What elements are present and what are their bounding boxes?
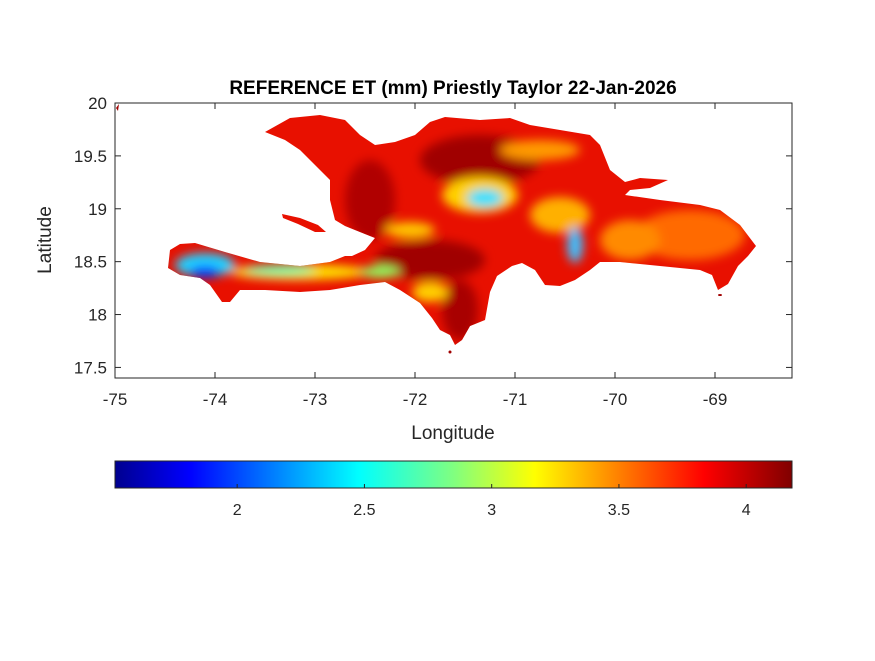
colorbar-tick-label: 4 bbox=[742, 502, 751, 519]
x-axis: -75 -74 -73 -72 -71 -70 -69 bbox=[103, 103, 728, 409]
x-tick-label: -70 bbox=[603, 390, 628, 409]
x-tick-label: -71 bbox=[503, 390, 528, 409]
y-tick-label: 17.5 bbox=[74, 358, 107, 377]
x-tick-label: -72 bbox=[403, 390, 428, 409]
y-axis: 17.5 18 18.5 19 19.5 20 bbox=[74, 94, 792, 377]
y-tick-label: 20 bbox=[88, 94, 107, 113]
plot-area: -75 -74 -73 -72 -71 -70 -69 17.5 18 18.5 19 19.5 20 bbox=[74, 94, 793, 409]
y-tick-label: 18.5 bbox=[74, 253, 107, 272]
colorbar-tick-label: 3.5 bbox=[608, 502, 630, 519]
y-tick-label: 18 bbox=[88, 306, 107, 325]
colorbar-tick-label: 2 bbox=[233, 502, 242, 519]
x-tick-label: -74 bbox=[203, 390, 228, 409]
y-tick-label: 19.5 bbox=[74, 147, 107, 166]
x-tick-label: -73 bbox=[303, 390, 328, 409]
y-axis-label: Latitude bbox=[35, 206, 56, 274]
colorbar-tick-label: 3 bbox=[487, 502, 496, 519]
colorbar: 2 2.5 3 3.5 4 bbox=[114, 460, 793, 519]
x-axis-label: Longitude bbox=[411, 423, 494, 444]
x-tick-label: -69 bbox=[703, 390, 728, 409]
y-tick-label: 19 bbox=[88, 200, 107, 219]
colorbar-tick-label: 2.5 bbox=[353, 502, 375, 519]
chart-title: REFERENCE ET (mm) Priestly Taylor 22-Jan… bbox=[229, 78, 676, 99]
x-tick-label: -75 bbox=[103, 390, 128, 409]
